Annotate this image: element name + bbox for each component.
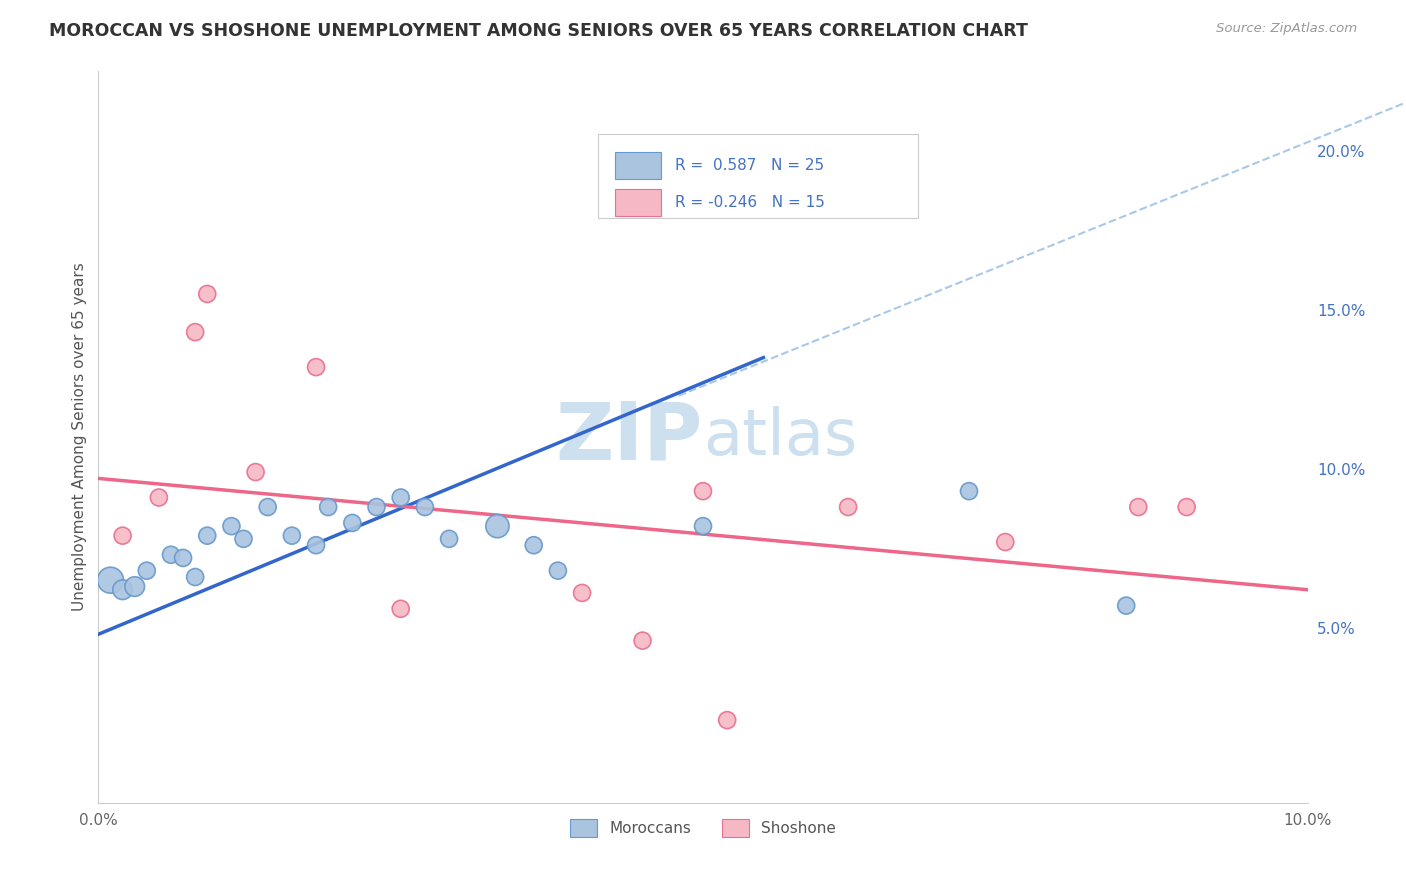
Text: atlas: atlas	[703, 406, 858, 468]
Point	[195, 529, 218, 543]
Point	[1128, 500, 1150, 514]
FancyBboxPatch shape	[614, 152, 661, 179]
Point	[413, 500, 436, 514]
Point	[305, 360, 328, 375]
Point	[486, 519, 509, 533]
FancyBboxPatch shape	[598, 134, 918, 218]
Point	[571, 586, 593, 600]
Point	[195, 287, 218, 301]
FancyBboxPatch shape	[614, 188, 661, 217]
Point	[111, 529, 134, 543]
Point	[221, 519, 243, 533]
Point	[342, 516, 364, 530]
Point	[692, 484, 714, 499]
Text: R = -0.246   N = 15: R = -0.246 N = 15	[675, 195, 825, 210]
Point	[437, 532, 460, 546]
Point	[837, 500, 859, 514]
Point	[316, 500, 339, 514]
Point	[994, 535, 1017, 549]
Point	[135, 564, 157, 578]
Point	[172, 550, 194, 565]
Point	[256, 500, 278, 514]
Point	[389, 491, 412, 505]
Point	[160, 548, 183, 562]
Point	[389, 602, 412, 616]
Point	[232, 532, 254, 546]
Point	[631, 633, 654, 648]
Text: R =  0.587   N = 25: R = 0.587 N = 25	[675, 158, 824, 173]
Point	[184, 325, 207, 339]
Point	[245, 465, 267, 479]
Point	[305, 538, 328, 552]
Point	[547, 564, 569, 578]
Point	[111, 582, 134, 597]
Point	[366, 500, 388, 514]
Point	[716, 713, 738, 727]
Point	[1175, 500, 1198, 514]
Point	[148, 491, 170, 505]
Point	[523, 538, 546, 552]
Text: ZIP: ZIP	[555, 398, 703, 476]
Point	[957, 484, 980, 499]
Text: Source: ZipAtlas.com: Source: ZipAtlas.com	[1216, 22, 1357, 36]
Point	[281, 529, 304, 543]
Legend: Moroccans, Shoshone: Moroccans, Shoshone	[564, 813, 842, 843]
Point	[124, 580, 146, 594]
Point	[692, 519, 714, 533]
Point	[184, 570, 207, 584]
Text: MOROCCAN VS SHOSHONE UNEMPLOYMENT AMONG SENIORS OVER 65 YEARS CORRELATION CHART: MOROCCAN VS SHOSHONE UNEMPLOYMENT AMONG …	[49, 22, 1028, 40]
Point	[1115, 599, 1137, 613]
Y-axis label: Unemployment Among Seniors over 65 years: Unemployment Among Seniors over 65 years	[72, 263, 87, 611]
Point	[100, 573, 122, 587]
